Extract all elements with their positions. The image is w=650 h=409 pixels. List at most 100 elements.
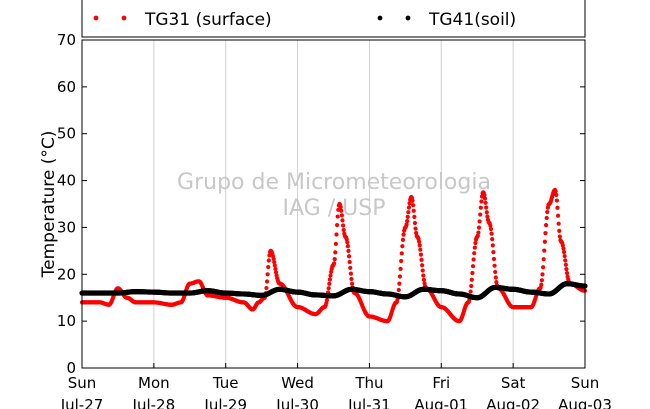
data-point [326, 286, 331, 291]
data-point [542, 248, 547, 253]
data-point [555, 213, 561, 218]
data-point [335, 214, 340, 219]
data-point [332, 261, 337, 266]
data-point [346, 254, 352, 259]
data-point [421, 273, 426, 278]
data-point [478, 205, 483, 210]
data-point [488, 226, 494, 232]
x-tick-label-date: Jul-28 [132, 396, 176, 409]
data-point [540, 265, 546, 270]
data-point [475, 233, 480, 238]
data-point [339, 208, 344, 213]
data-point [482, 196, 488, 201]
data-point [469, 277, 474, 282]
data-point [561, 246, 566, 251]
data-point [348, 271, 353, 276]
data-point [405, 214, 410, 220]
data-point [421, 277, 427, 282]
data-point [401, 232, 406, 237]
data-point [492, 263, 497, 268]
data-point [339, 213, 344, 218]
data-point [406, 210, 411, 215]
data-point [272, 263, 277, 268]
data-point [334, 232, 339, 237]
data-point [340, 223, 346, 228]
data-point [327, 281, 332, 286]
x-tick-label-day: Mon [138, 374, 170, 392]
x-tick-label-date: Aug-01 [414, 396, 468, 409]
x-axis: Sun Jul-27 Mon Jul-28 Tue Jul-29 Wed Jul-30 Thu J… [60, 363, 612, 409]
x-tick-label-date: Aug-03 [558, 396, 612, 409]
data-point [405, 219, 410, 224]
data-point [419, 257, 424, 262]
data-point [333, 250, 338, 255]
data-point [266, 264, 271, 270]
data-point [488, 223, 493, 228]
y-axis-title: Temperature (°C) [39, 131, 59, 279]
x-tick-label-date: Jul-27 [60, 396, 104, 409]
data-point [564, 271, 570, 276]
data-point [556, 221, 561, 226]
legend: TG31 (surface) TG41(soil) [81, 0, 586, 38]
data-point [266, 258, 271, 263]
x-tick-label-day: Sun [68, 374, 97, 392]
data-point [349, 276, 354, 282]
data-point [417, 239, 422, 244]
data-point [490, 243, 495, 248]
data-point [273, 266, 278, 272]
watermark-line-2: IAG / USP [283, 196, 386, 221]
data-point [407, 201, 412, 206]
series-soil [79, 281, 588, 301]
y-tick-label: 0 [66, 359, 76, 377]
data-point [563, 258, 568, 263]
data-point [554, 198, 559, 203]
data-point [473, 240, 478, 246]
data-point [412, 220, 418, 226]
data-point [347, 259, 352, 265]
data-point [470, 264, 476, 269]
legend-marker-soil [405, 15, 411, 21]
data-point [540, 272, 545, 277]
data-point [557, 228, 562, 233]
data-point [264, 279, 270, 284]
data-point [471, 257, 476, 262]
data-point [484, 210, 489, 215]
data-point [417, 243, 422, 248]
data-point [333, 241, 338, 246]
data-point [479, 199, 484, 204]
data-point [398, 266, 403, 271]
data-point [420, 263, 425, 268]
data-point [400, 237, 406, 242]
legend-marker-surface [121, 15, 127, 21]
data-point [476, 225, 482, 230]
data-point [553, 189, 558, 194]
data-point [564, 266, 569, 272]
x-tick-label-day: Thu [354, 374, 383, 392]
data-point [563, 262, 568, 267]
data-point [349, 281, 355, 286]
legend-frame [81, 0, 586, 38]
data-point [271, 256, 276, 262]
data-point [555, 205, 560, 210]
y-tick-label: 20 [57, 265, 76, 283]
data-point [482, 193, 487, 198]
data-point [489, 231, 494, 236]
data-point [494, 279, 499, 285]
series-surface [79, 187, 588, 324]
data-point [418, 247, 423, 252]
data-point [545, 209, 550, 215]
y-tick-label: 50 [57, 125, 76, 143]
plot-frame [81, 39, 586, 369]
data-point [397, 281, 402, 286]
data-point [470, 270, 475, 276]
data-point [411, 203, 416, 208]
data-point [273, 270, 279, 275]
y-tick-label: 10 [57, 312, 76, 330]
data-point [483, 200, 488, 205]
y-tick-label: 70 [57, 31, 76, 49]
data-point [348, 265, 353, 270]
data-point [327, 277, 333, 282]
data-point [413, 226, 418, 231]
x-tick-label-date: Jul-30 [275, 396, 319, 409]
data-point [493, 275, 498, 280]
